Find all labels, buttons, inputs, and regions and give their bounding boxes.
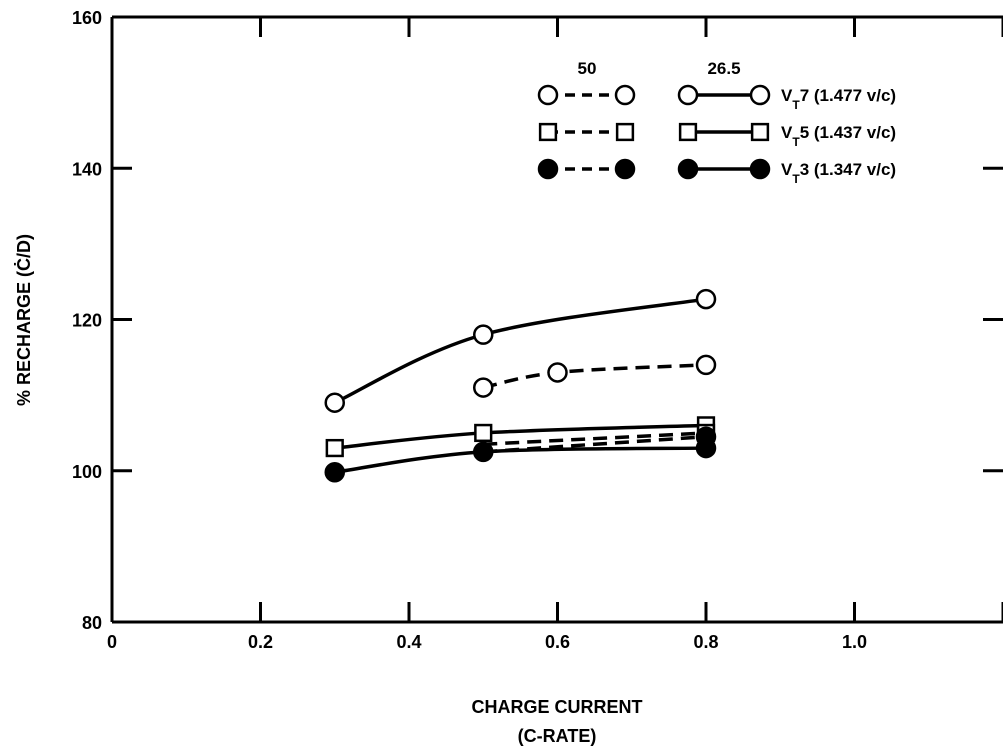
marker-square-open: [617, 124, 633, 140]
y-tick-label: 100: [72, 462, 102, 482]
marker-circle-filled: [616, 160, 634, 178]
x-tick-label: 0.8: [693, 632, 718, 652]
x-axis-title-line2: (C-RATE): [518, 726, 597, 746]
marker-circle-open: [697, 290, 715, 308]
marker-circle-open: [539, 86, 557, 104]
x-tick-label: 0: [107, 632, 117, 652]
x-tick-label: 0.6: [545, 632, 570, 652]
marker-square-open: [327, 440, 343, 456]
marker-square-open: [680, 124, 696, 140]
marker-circle-filled: [751, 160, 769, 178]
x-tick-label: 0.2: [248, 632, 273, 652]
marker-circle-filled: [539, 160, 557, 178]
marker-circle-open: [616, 86, 634, 104]
marker-circle-filled: [326, 463, 344, 481]
y-tick-label: 120: [72, 311, 102, 331]
series-markers-circle-filled-dashed: [697, 428, 715, 446]
marker-circle-open: [679, 86, 697, 104]
marker-circle-filled: [679, 160, 697, 178]
marker-circle-open: [697, 356, 715, 374]
marker-square-open: [475, 425, 491, 441]
marker-square-open: [752, 124, 768, 140]
marker-square-open: [540, 124, 556, 140]
y-axis-title: % RECHARGE (Ċ/D): [14, 234, 34, 406]
marker-circle-open: [326, 394, 344, 412]
marker-circle-open: [549, 363, 567, 381]
x-tick-label: 0.4: [396, 632, 421, 652]
x-tick-label: 1.0: [842, 632, 867, 652]
marker-circle-open: [751, 86, 769, 104]
marker-circle-filled: [474, 443, 492, 461]
y-tick-label: 80: [82, 613, 102, 633]
y-tick-label: 160: [72, 8, 102, 28]
legend-header-26-5: 26.5: [707, 59, 740, 78]
y-tick-label: 140: [72, 159, 102, 179]
legend-header-50: 50: [578, 59, 597, 78]
x-axis-title-line1: CHARGE CURRENT: [472, 697, 643, 717]
marker-circle-open: [474, 326, 492, 344]
marker-circle-filled: [697, 428, 715, 446]
marker-circle-open: [474, 379, 492, 397]
